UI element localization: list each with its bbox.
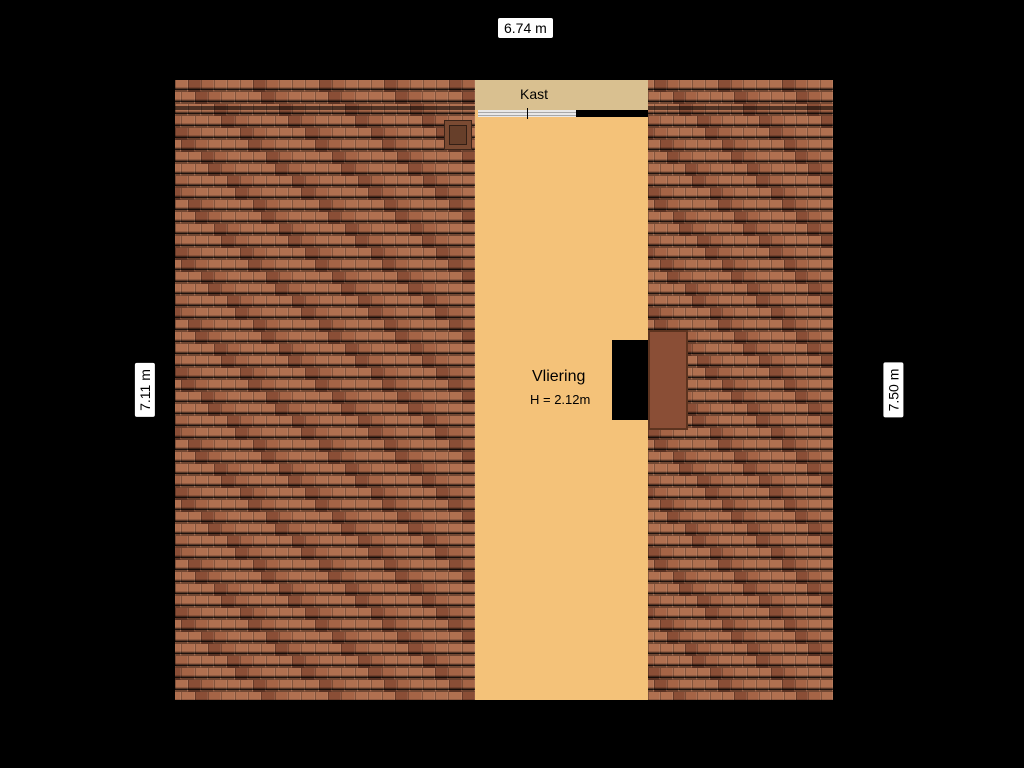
closet-door-panel	[576, 110, 648, 117]
room-height-label: H = 2.12m	[530, 392, 590, 407]
dimension-label: 7.50 m	[883, 363, 903, 418]
dimension-label: 7.11 m	[135, 363, 155, 417]
closet-door-tick	[527, 108, 528, 119]
room-name-label: Vliering	[532, 368, 585, 386]
roof-section	[175, 80, 475, 700]
stair-opening	[612, 340, 648, 420]
stair-landing	[648, 330, 688, 430]
skylight	[444, 120, 472, 150]
dimension-label: 6.74 m	[498, 18, 553, 38]
closet-box	[475, 80, 648, 110]
closet-label: Kast	[520, 86, 548, 102]
